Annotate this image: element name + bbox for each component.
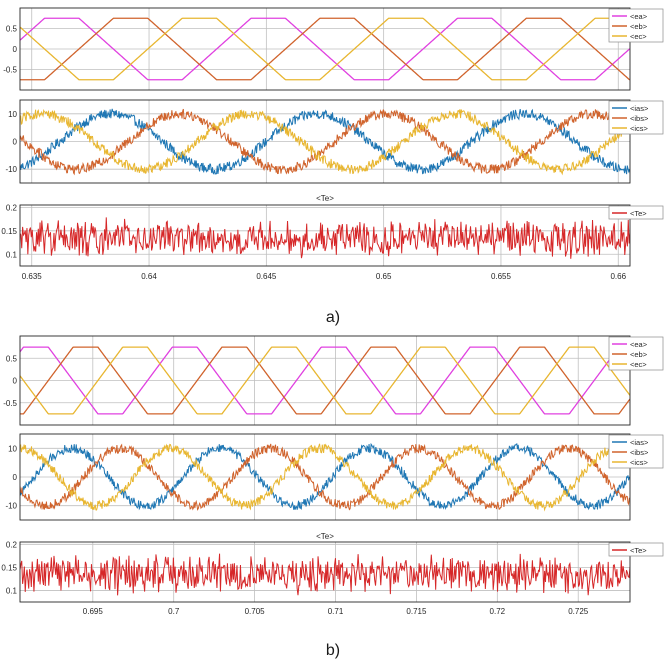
axes-box [19, 7, 631, 91]
current-panel: 10 0 -10 <ias><ibs><ics> [5, 433, 664, 521]
legend-entry: <eb> [630, 22, 648, 31]
series-line-ibs [20, 443, 630, 511]
series-group [20, 553, 630, 596]
legend-entry: <ea> [630, 12, 648, 21]
axes-box [19, 433, 631, 521]
x-tick-label: 0.72 [490, 607, 506, 616]
series-group [20, 108, 630, 176]
series-line-Te [20, 217, 630, 259]
axes-box [19, 99, 631, 184]
series-line-eb [20, 346, 630, 415]
y-tick-label: -0.5 [3, 399, 17, 408]
axes-box [19, 204, 631, 267]
emf-panel: 0.5 0 -0.5 <ea><eb><ec> [3, 335, 664, 426]
x-tick-label: 0.715 [406, 607, 427, 616]
series-group [20, 217, 630, 259]
legend-entry: <ec> [630, 360, 647, 369]
x-tick-label: 0.66 [610, 272, 626, 281]
torque-panel: 0.2 0.15 0.1 <Te> [1, 203, 664, 267]
series-line-ias [20, 442, 630, 511]
y-tick-label: 0.5 [6, 25, 18, 34]
torque-panel: 0.2 0.15 0.1 <Te> [1, 540, 664, 603]
legend: <ias><ibs><ics> [608, 100, 664, 135]
axes-box [19, 335, 631, 426]
y-tick-label: 0 [13, 138, 18, 147]
figure-label: a) [326, 309, 340, 326]
series-line-Te [20, 553, 630, 596]
legend: <ea><eb><ec> [608, 336, 664, 371]
y-tick-label: -10 [5, 165, 17, 174]
y-tick-label: 0.5 [6, 354, 18, 363]
y-tick-label: 0 [13, 473, 18, 482]
y-tick-label: 0 [13, 45, 18, 54]
series-line-ec [20, 17, 630, 81]
y-tick-label: 0.1 [6, 250, 18, 259]
te-panel-title: <Te> [316, 194, 334, 203]
x-tick-label: 0.655 [491, 272, 512, 281]
legend: <ea><eb><ec> [608, 8, 664, 43]
y-tick-label: 0.2 [6, 203, 18, 212]
figure-a: 0.5 0 -0.5 <ea><eb><ec> 10 0 -10 <ias><ibs><ics… [1, 7, 664, 326]
series-line-ias [20, 108, 630, 175]
emf-panel: 0.5 0 -0.5 <ea><eb><ec> [3, 7, 664, 91]
axes-box [19, 541, 631, 603]
x-tick-label: 0.695 [83, 607, 104, 616]
figure-b: 0.5 0 -0.5 <ea><eb><ec> 10 0 -10 <ias><ibs><ics… [1, 335, 664, 659]
series-group [20, 346, 630, 415]
legend-entry: <ibs> [630, 114, 649, 123]
x-tick-label: 0.7 [168, 607, 180, 616]
x-tick-label: 0.645 [256, 272, 277, 281]
y-tick-label: 0.15 [1, 227, 17, 236]
te-panel-title: <Te> [316, 532, 334, 541]
legend-entry: <Te> [630, 209, 647, 218]
x-tick-label: 0.71 [328, 607, 344, 616]
y-tick-label: -0.5 [3, 66, 17, 75]
y-tick-label: 0.15 [1, 563, 17, 572]
legend: <Te> [608, 205, 664, 220]
x-tick-label: 0.705 [245, 607, 266, 616]
legend-entry: <Te> [630, 546, 647, 555]
x-tick-label: 0.635 [22, 272, 43, 281]
series-line-ibs [20, 108, 630, 176]
legend-entry: <ec> [630, 32, 647, 41]
current-panel: 10 0 -10 <ias><ibs><ics> [5, 99, 664, 184]
y-tick-label: 0.1 [6, 586, 18, 595]
legend-entry: <ias> [630, 438, 649, 447]
series-group [20, 442, 630, 512]
legend-entry: <eb> [630, 350, 648, 359]
legend: <Te> [608, 542, 664, 557]
legend-box [608, 205, 664, 220]
y-tick-label: 10 [8, 444, 17, 453]
legend-entry: <ibs> [630, 448, 649, 457]
legend-entry: <ics> [630, 124, 649, 133]
series-line-ics [20, 108, 630, 176]
y-tick-label: 10 [8, 110, 17, 119]
y-tick-label: 0 [13, 377, 18, 386]
series-line-ea [20, 17, 630, 81]
legend-entry: <ias> [630, 104, 649, 113]
figure-label: b) [326, 642, 340, 659]
series-line-ea [20, 346, 630, 415]
y-tick-label: 0.2 [6, 540, 18, 549]
legend-box [608, 542, 664, 557]
x-tick-label: 0.64 [141, 272, 157, 281]
series-line-ics [20, 443, 630, 512]
legend-entry: <ics> [630, 458, 649, 467]
legend: <ias><ibs><ics> [608, 434, 664, 469]
legend-entry: <ea> [630, 340, 648, 349]
series-line-eb [20, 17, 630, 81]
series-group [20, 17, 630, 81]
x-tick-label: 0.725 [568, 607, 589, 616]
y-tick-label: -10 [5, 502, 17, 511]
x-tick-label: 0.65 [376, 272, 392, 281]
series-line-ec [20, 346, 630, 415]
